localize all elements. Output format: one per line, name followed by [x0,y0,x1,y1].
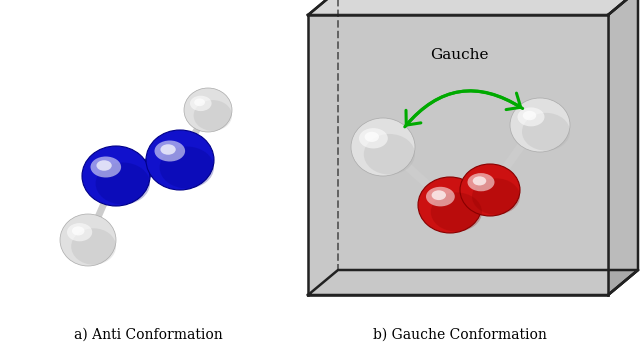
Ellipse shape [460,164,520,216]
Ellipse shape [518,108,545,126]
Ellipse shape [472,178,520,215]
Ellipse shape [190,96,212,111]
Ellipse shape [90,157,121,178]
Text: a) Anti Conformation: a) Anti Conformation [74,328,222,342]
Ellipse shape [161,144,176,155]
Ellipse shape [82,146,150,206]
Ellipse shape [194,99,205,106]
Ellipse shape [522,113,570,151]
Polygon shape [308,15,608,295]
Polygon shape [308,0,638,15]
Ellipse shape [72,226,84,235]
Ellipse shape [473,176,486,185]
Ellipse shape [67,223,92,241]
Ellipse shape [365,132,379,142]
Ellipse shape [95,162,150,204]
Text: Gauche: Gauche [430,48,488,62]
Ellipse shape [194,100,232,131]
Ellipse shape [431,190,446,200]
Polygon shape [608,0,638,295]
FancyArrowPatch shape [404,91,521,127]
Polygon shape [308,270,638,295]
Ellipse shape [71,228,116,265]
Ellipse shape [467,173,495,191]
Ellipse shape [523,111,536,120]
Ellipse shape [97,160,112,171]
Ellipse shape [359,128,388,148]
Text: b) Gauche Conformation: b) Gauche Conformation [373,328,547,342]
Ellipse shape [159,147,214,188]
Ellipse shape [431,192,482,232]
Ellipse shape [418,177,482,233]
Ellipse shape [154,141,185,162]
Ellipse shape [426,187,455,206]
Ellipse shape [510,98,570,152]
Ellipse shape [60,214,116,266]
Ellipse shape [351,118,415,176]
Ellipse shape [146,130,214,190]
FancyArrowPatch shape [406,91,523,125]
Ellipse shape [184,88,232,132]
Ellipse shape [364,134,415,174]
